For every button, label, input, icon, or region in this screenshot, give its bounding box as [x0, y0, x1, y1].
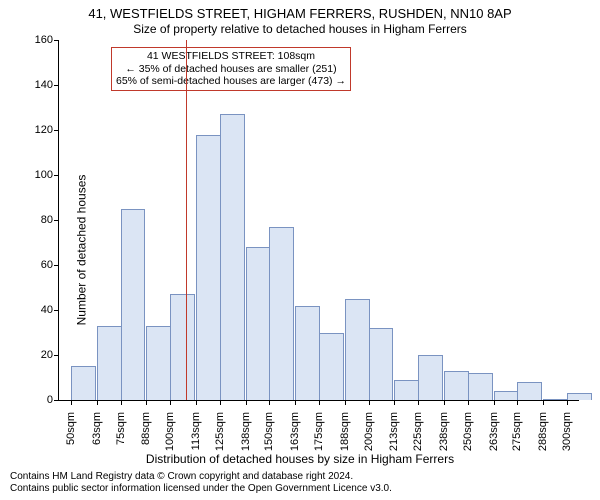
histogram-bar — [418, 355, 443, 400]
histogram-bar — [146, 326, 171, 400]
xtick-label: 88sqm — [140, 412, 152, 445]
ytick-label: 160 — [35, 34, 53, 46]
xtick-mark — [246, 400, 247, 405]
xtick-mark — [269, 400, 270, 405]
xtick-mark — [517, 400, 518, 405]
histogram-bar — [246, 247, 271, 400]
xtick-mark — [543, 400, 544, 405]
xtick-mark — [345, 400, 346, 405]
xtick-mark — [567, 400, 568, 405]
histogram-bar — [196, 135, 221, 401]
ytick-mark — [54, 400, 59, 401]
xtick-mark — [121, 400, 122, 405]
xtick-label: 75sqm — [115, 412, 127, 445]
ytick-label: 140 — [35, 79, 53, 91]
annotation-line2: ← 35% of detached houses are smaller (25… — [116, 63, 346, 76]
xtick-mark — [196, 400, 197, 405]
xtick-label: 250sqm — [462, 412, 474, 451]
reference-vline — [186, 40, 187, 400]
histogram-bar — [543, 399, 568, 400]
xtick-mark — [468, 400, 469, 405]
xtick-label: 175sqm — [313, 412, 325, 451]
histogram-bar — [97, 326, 122, 400]
xtick-mark — [146, 400, 147, 405]
ytick-label: 120 — [35, 124, 53, 136]
footer-line1: Contains HM Land Registry data © Crown c… — [10, 471, 392, 483]
ytick-mark — [54, 355, 59, 356]
xtick-label: 300sqm — [561, 412, 573, 451]
ytick-mark — [54, 175, 59, 176]
histogram-bar — [220, 114, 245, 400]
xtick-label: 138sqm — [240, 412, 252, 451]
title-main: 41, WESTFIELDS STREET, HIGHAM FERRERS, R… — [0, 6, 600, 21]
xtick-mark — [170, 400, 171, 405]
ytick-label: 40 — [41, 304, 53, 316]
xtick-label: 238sqm — [438, 412, 450, 451]
annotation-line3: 65% of semi-detached houses are larger (… — [116, 75, 346, 88]
xtick-mark — [494, 400, 495, 405]
ytick-mark — [54, 130, 59, 131]
footer-attribution: Contains HM Land Registry data © Crown c… — [10, 471, 392, 494]
ytick-label: 100 — [35, 169, 53, 181]
xtick-label: 213sqm — [388, 412, 400, 451]
title-sub: Size of property relative to detached ho… — [0, 22, 600, 36]
xtick-label: 200sqm — [363, 412, 375, 451]
ytick-mark — [54, 85, 59, 86]
chart-container: 41, WESTFIELDS STREET, HIGHAM FERRERS, R… — [0, 0, 600, 500]
xtick-mark — [295, 400, 296, 405]
histogram-bar — [468, 373, 493, 400]
xtick-label: 163sqm — [289, 412, 301, 451]
xtick-label: 225sqm — [412, 412, 424, 451]
histogram-bar — [71, 366, 96, 400]
xtick-mark — [418, 400, 419, 405]
xtick-mark — [444, 400, 445, 405]
histogram-bar — [295, 306, 320, 401]
xtick-mark — [319, 400, 320, 405]
histogram-bar — [444, 371, 469, 400]
annotation-line1: 41 WESTFIELDS STREET: 108sqm — [116, 50, 346, 63]
histogram-bar — [121, 209, 146, 400]
histogram-bar — [394, 380, 419, 400]
ytick-label: 0 — [47, 394, 53, 406]
ytick-mark — [54, 220, 59, 221]
ytick-label: 20 — [41, 349, 53, 361]
xtick-label: 50sqm — [65, 412, 77, 445]
xtick-label: 125sqm — [214, 412, 226, 451]
xtick-label: 188sqm — [339, 412, 351, 451]
xtick-mark — [97, 400, 98, 405]
histogram-bar — [369, 328, 394, 400]
histogram-bar — [494, 391, 519, 400]
xtick-label: 63sqm — [91, 412, 103, 445]
ytick-label: 60 — [41, 259, 53, 271]
histogram-bar — [269, 227, 294, 400]
ytick-mark — [54, 40, 59, 41]
ytick-label: 80 — [41, 214, 53, 226]
xtick-mark — [71, 400, 72, 405]
xtick-label: 100sqm — [164, 412, 176, 451]
histogram-bar — [517, 382, 542, 400]
xtick-label: 288sqm — [537, 412, 549, 451]
plot-area: 41 WESTFIELDS STREET: 108sqm ← 35% of de… — [58, 40, 579, 401]
xtick-label: 150sqm — [263, 412, 275, 451]
xtick-mark — [394, 400, 395, 405]
xtick-label: 263sqm — [488, 412, 500, 451]
x-axis-label: Distribution of detached houses by size … — [0, 452, 600, 466]
xtick-label: 275sqm — [511, 412, 523, 451]
histogram-bar — [170, 294, 195, 400]
footer-line2: Contains public sector information licen… — [10, 483, 392, 495]
histogram-bar — [345, 299, 370, 400]
ytick-mark — [54, 310, 59, 311]
annotation-box: 41 WESTFIELDS STREET: 108sqm ← 35% of de… — [111, 47, 351, 91]
ytick-mark — [54, 265, 59, 266]
xtick-label: 113sqm — [190, 412, 202, 450]
xtick-mark — [220, 400, 221, 405]
histogram-bar — [319, 333, 344, 401]
histogram-bar — [567, 393, 592, 400]
xtick-mark — [369, 400, 370, 405]
